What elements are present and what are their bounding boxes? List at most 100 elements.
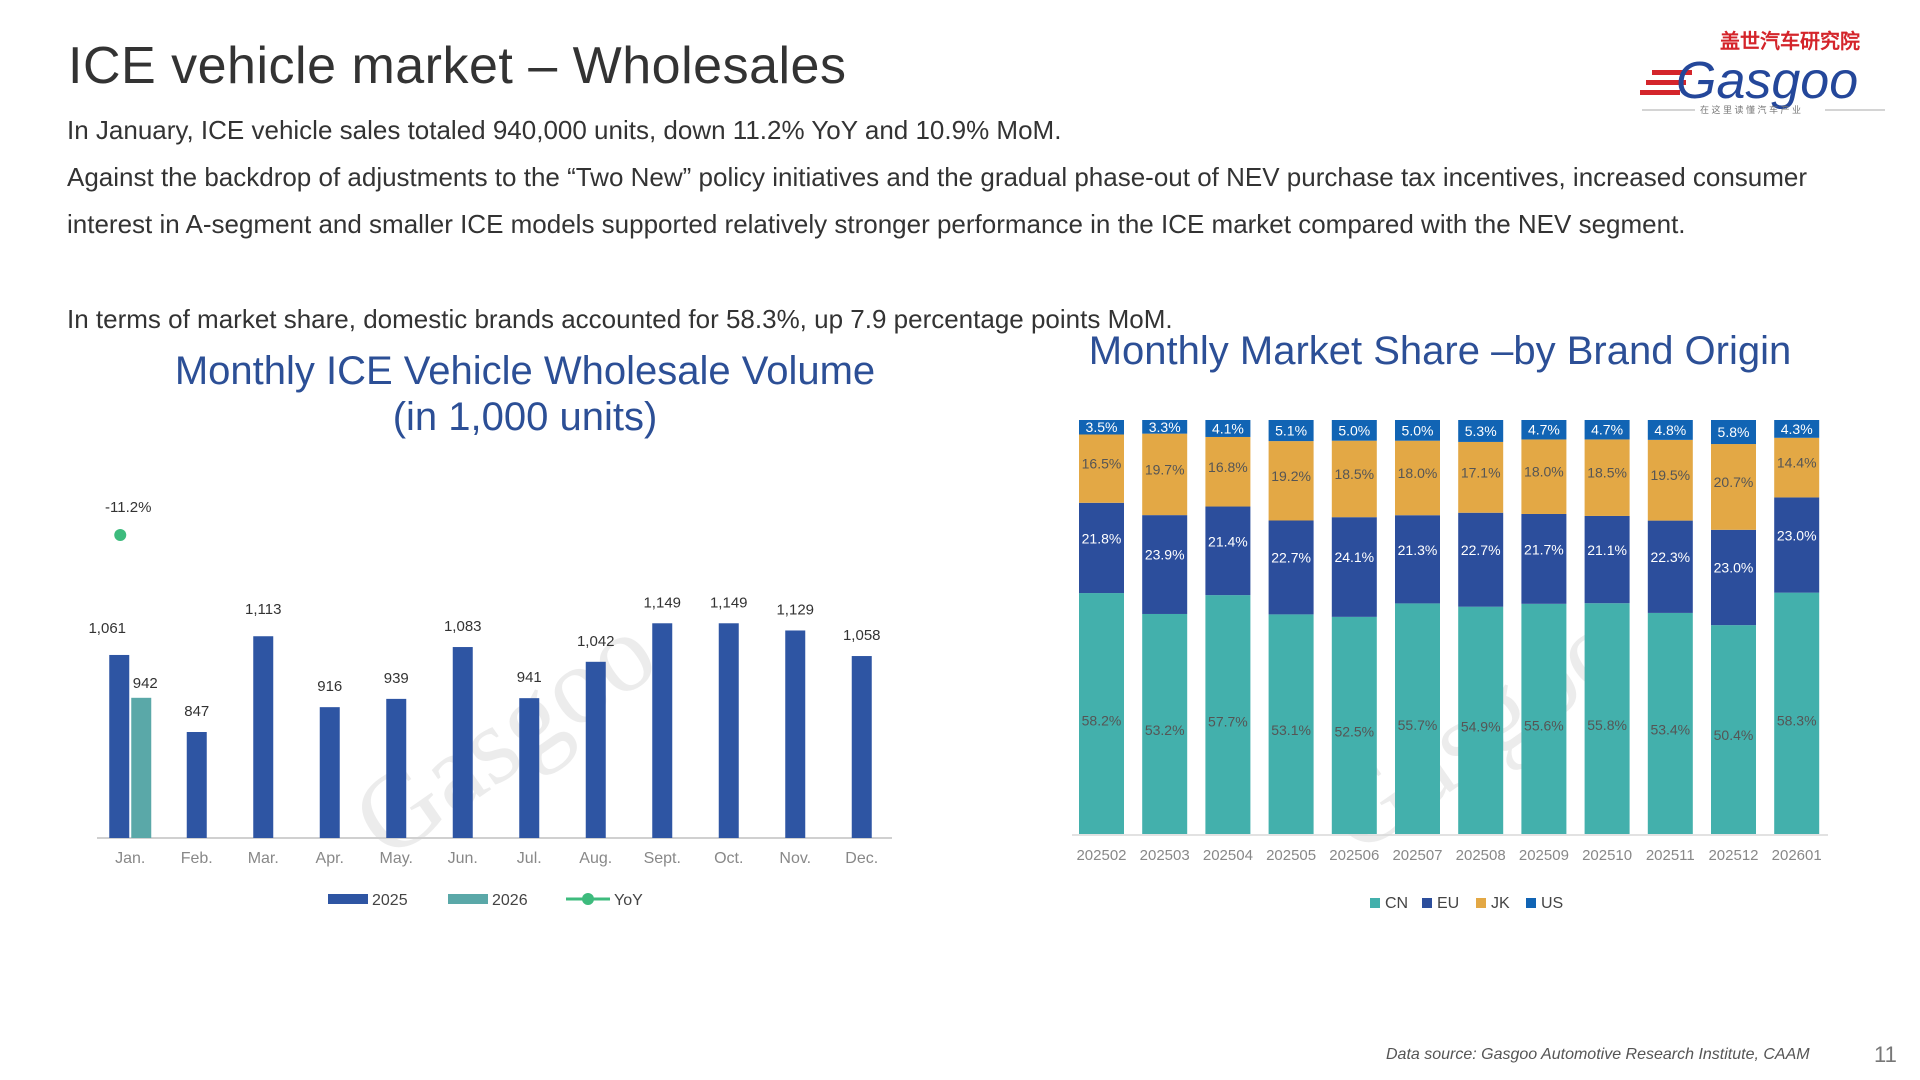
share-label-jk-202512: 20.7% bbox=[1714, 474, 1754, 490]
legend-label-eu: EU bbox=[1437, 895, 1459, 912]
x-tick-label: 202508 bbox=[1456, 847, 1506, 864]
share-label-us-202502: 3.5% bbox=[1086, 419, 1118, 435]
value-label-2025-May: 939 bbox=[384, 670, 409, 687]
chart1-title-line1: Monthly ICE Vehicle Wholesale Volume bbox=[174, 349, 876, 393]
bar-2025-Jul bbox=[519, 698, 540, 838]
value-label-2025-Jun: 1,083 bbox=[444, 618, 482, 635]
segment-jk-202507 bbox=[1395, 440, 1440, 516]
bar-2025-Jan bbox=[109, 654, 130, 838]
segment-us-202510 bbox=[1584, 420, 1630, 440]
legend-swatch-jk bbox=[1476, 898, 1486, 908]
value-label-2025-Nov: 1,129 bbox=[776, 601, 814, 618]
segment-eu-202512 bbox=[1711, 529, 1756, 626]
segment-us-202507 bbox=[1395, 420, 1440, 441]
segment-us-202511 bbox=[1647, 420, 1693, 440]
share-label-cn-202512: 50.4% bbox=[1714, 727, 1754, 743]
share-label-eu-202601: 23.0% bbox=[1777, 527, 1817, 543]
segment-jk-202511 bbox=[1647, 439, 1693, 521]
bar-2025-Feb bbox=[186, 732, 207, 838]
x-tick-label: Jun. bbox=[448, 850, 478, 867]
x-tick-label: 202506 bbox=[1329, 847, 1379, 864]
bar-2025-Sept bbox=[652, 623, 673, 838]
share-label-cn-202511: 53.4% bbox=[1650, 722, 1690, 738]
segment-jk-202510 bbox=[1584, 439, 1630, 516]
segment-eu-202511 bbox=[1647, 520, 1693, 613]
yoy-point-Jan bbox=[114, 529, 127, 541]
x-tick-label: Jan. bbox=[115, 850, 145, 867]
share-label-eu-202510: 21.1% bbox=[1587, 542, 1627, 558]
value-label-2025-Sept: 1,149 bbox=[643, 594, 681, 611]
segment-cn-202508 bbox=[1458, 606, 1504, 834]
x-tick-label: 202505 bbox=[1266, 847, 1316, 864]
segment-jk-202512 bbox=[1711, 444, 1756, 530]
share-label-us-202503: 3.3% bbox=[1149, 419, 1181, 435]
chart1-title: Monthly ICE Vehicle Wholesale Volume (in… bbox=[140, 348, 910, 440]
x-tick-label: 202601 bbox=[1772, 847, 1822, 864]
segment-cn-202511 bbox=[1647, 612, 1693, 834]
value-label-2025-Oct: 1,149 bbox=[710, 594, 748, 611]
legend-label-us: US bbox=[1541, 895, 1563, 912]
data-source-footer: Data source: Gasgoo Automotive Research … bbox=[1386, 1046, 1810, 1063]
share-label-cn-202506: 52.5% bbox=[1334, 723, 1374, 739]
share-label-us-202601: 4.3% bbox=[1781, 421, 1813, 437]
share-label-us-202508: 5.3% bbox=[1465, 423, 1497, 439]
segment-eu-202502 bbox=[1079, 502, 1124, 594]
segment-jk-202601 bbox=[1774, 437, 1820, 498]
wholesale-volume-chart: 1,061 942 -11.2% Jan. 847 Feb. 1,113 Mar. 916 Apr… bbox=[88, 499, 892, 909]
share-label-cn-202508: 54.9% bbox=[1461, 719, 1501, 735]
chart1-title-line2: (in 1,000 units) bbox=[392, 395, 658, 439]
value-label-2025-Jan: 1,061 bbox=[88, 620, 126, 637]
share-label-eu-202508: 22.7% bbox=[1461, 542, 1501, 558]
share-label-eu-202503: 23.9% bbox=[1145, 547, 1185, 563]
legend-label-2026: 2026 bbox=[492, 892, 528, 909]
legend-swatch-cn bbox=[1370, 898, 1380, 908]
segment-eu-202505 bbox=[1268, 520, 1314, 615]
segment-jk-202509 bbox=[1521, 439, 1567, 514]
bar-2025-Nov bbox=[785, 630, 806, 838]
legend-swatch-yoy-dot bbox=[582, 893, 594, 905]
share-label-jk-202502: 16.5% bbox=[1082, 456, 1122, 472]
gasgoo-logo: 盖世汽车研究院 Gasgoo 在 这 里 读 懂 汽 车 产 业 bbox=[1640, 24, 1890, 116]
x-tick-label: Aug. bbox=[579, 850, 612, 867]
share-label-jk-202504: 16.8% bbox=[1208, 459, 1248, 475]
segment-us-202502 bbox=[1079, 420, 1124, 435]
value-label-2025-Dec: 1,058 bbox=[843, 627, 881, 644]
legend-label-2025: 2025 bbox=[372, 892, 408, 909]
share-label-us-202510: 4.7% bbox=[1591, 422, 1623, 438]
yoy-label: -11.2% bbox=[105, 499, 151, 516]
segment-eu-202503 bbox=[1142, 515, 1188, 614]
segment-jk-202506 bbox=[1331, 440, 1377, 518]
legend-label-jk: JK bbox=[1491, 895, 1510, 912]
bar-2025-Mar bbox=[253, 636, 274, 838]
share-label-us-202507: 5.0% bbox=[1402, 422, 1434, 438]
share-label-cn-202509: 55.6% bbox=[1524, 717, 1564, 733]
bar-2025-Aug bbox=[585, 661, 606, 838]
segment-jk-202502 bbox=[1079, 434, 1124, 503]
segment-jk-202508 bbox=[1458, 441, 1504, 513]
share-label-us-202511: 4.8% bbox=[1654, 422, 1686, 438]
share-label-us-202506: 5.0% bbox=[1338, 422, 1370, 438]
share-label-eu-202502: 21.8% bbox=[1082, 530, 1122, 546]
x-tick-label: Feb. bbox=[181, 850, 213, 867]
x-tick-label: 202507 bbox=[1392, 847, 1442, 864]
bar-2025-Apr bbox=[319, 707, 340, 838]
segment-eu-202504 bbox=[1205, 506, 1251, 596]
segment-cn-202510 bbox=[1584, 603, 1630, 834]
share-label-us-202512: 5.8% bbox=[1718, 424, 1750, 440]
share-label-jk-202508: 17.1% bbox=[1461, 464, 1501, 480]
x-tick-label: Mar. bbox=[248, 850, 279, 867]
x-tick-label: Apr. bbox=[316, 850, 344, 867]
share-label-eu-202506: 24.1% bbox=[1334, 549, 1374, 565]
x-tick-label: Dec. bbox=[845, 850, 878, 867]
segment-cn-202507 bbox=[1395, 603, 1440, 834]
x-tick-label: 202510 bbox=[1582, 847, 1632, 864]
segment-cn-202506 bbox=[1331, 616, 1377, 834]
x-tick-label: Oct. bbox=[714, 850, 743, 867]
x-tick-label: May. bbox=[380, 850, 413, 867]
page-title: ICE vehicle market – Wholesales bbox=[68, 37, 847, 95]
segment-eu-202508 bbox=[1458, 512, 1504, 607]
segment-jk-202503 bbox=[1142, 433, 1188, 516]
share-label-jk-202510: 18.5% bbox=[1587, 465, 1627, 481]
segment-cn-202512 bbox=[1711, 625, 1756, 834]
bar-2025-May bbox=[386, 698, 407, 838]
